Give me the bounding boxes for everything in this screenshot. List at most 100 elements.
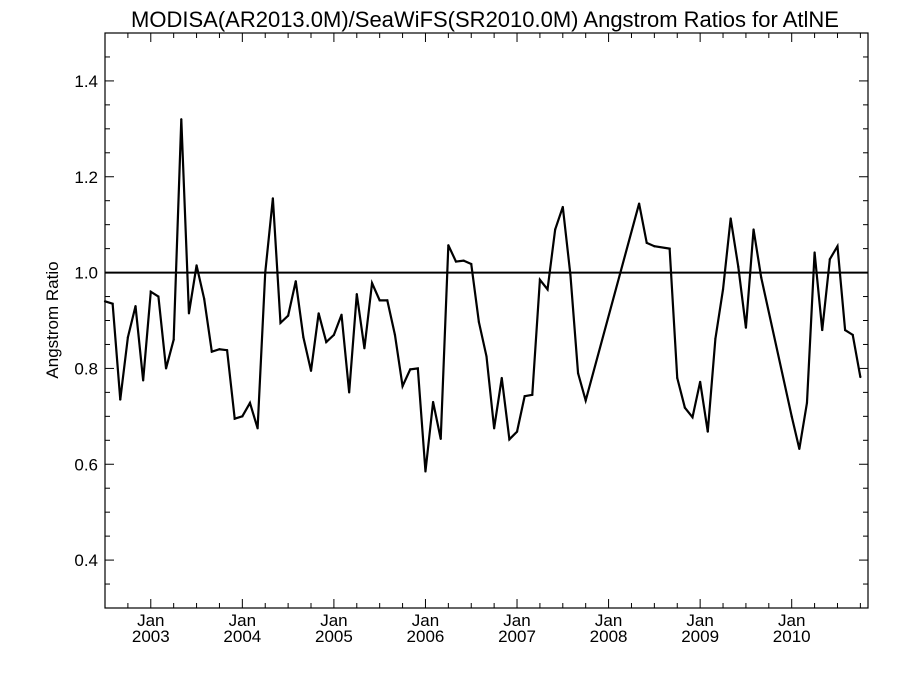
data-point: [699, 380, 702, 383]
data-point: [302, 336, 305, 339]
data-point: [195, 264, 198, 267]
data-point: [264, 271, 267, 274]
data-point: [370, 282, 374, 285]
x-tick-label-month: Jan: [137, 611, 164, 630]
y-tick-label: 1.0: [74, 264, 98, 283]
data-point: [531, 393, 534, 396]
data-point: [554, 228, 557, 231]
data-point: [668, 247, 671, 250]
data-point: [706, 430, 709, 433]
data-point: [576, 372, 580, 375]
data-point: [760, 276, 763, 279]
y-axis-label: Angstrom Ratio: [43, 261, 62, 378]
data-point: [721, 288, 725, 291]
data-point: [638, 202, 641, 205]
data-point: [569, 273, 572, 277]
axes: 0.40.60.81.01.21.4Jan2003Jan2004Jan2005J…: [74, 32, 868, 646]
y-tick-label: 0.8: [74, 359, 98, 378]
x-tick-label-year: 2008: [590, 627, 628, 646]
x-tick-label-year: 2007: [498, 627, 536, 646]
data-point: [210, 350, 213, 353]
x-tick-label-year: 2006: [407, 627, 445, 646]
data-point: [111, 302, 114, 305]
y-tick-label: 1.4: [74, 72, 98, 91]
x-tick-label-month: Jan: [778, 611, 805, 630]
data-point: [454, 260, 458, 263]
data-point: [256, 427, 259, 430]
data-point: [416, 367, 419, 370]
data-point: [149, 290, 152, 293]
data-point: [317, 312, 320, 315]
data-point: [180, 118, 183, 121]
data-point: [729, 217, 732, 220]
data-point: [805, 401, 809, 405]
data-point: [233, 417, 236, 420]
data-point: [386, 299, 389, 302]
data-point: [714, 337, 717, 340]
data-point: [500, 376, 503, 380]
data-point: [279, 321, 282, 324]
data-point: [203, 297, 206, 301]
data-point: [142, 379, 145, 382]
x-tick-label-year: 2010: [773, 627, 811, 646]
data-point: [645, 241, 648, 244]
data-point: [798, 447, 801, 451]
data-point: [844, 328, 847, 332]
x-tick-label-year: 2009: [681, 627, 719, 646]
data-point: [828, 258, 831, 261]
data-point: [401, 385, 404, 388]
data-point: [653, 245, 656, 248]
data-point: [676, 376, 679, 380]
data-point: [508, 438, 511, 441]
x-tick-label-year: 2005: [315, 627, 353, 646]
data-point: [157, 295, 160, 298]
data-point: [409, 368, 412, 371]
data-point: [470, 262, 473, 266]
data-point: [851, 333, 854, 336]
x-tick-label-month: Jan: [686, 611, 713, 630]
data-point: [584, 399, 587, 402]
data-point: [790, 415, 793, 418]
chart-title: MODISA(AR2013.0M)/SeaWiFS(SR2010.0M) Ang…: [131, 7, 839, 32]
plot-frame: [104, 32, 869, 609]
x-tick-label-month: Jan: [229, 611, 256, 630]
data-point: [859, 375, 862, 379]
data-point: [241, 415, 244, 418]
data-point: [424, 470, 427, 473]
data-point: [737, 265, 740, 268]
y-tick-label: 1.2: [74, 168, 98, 187]
data-point: [538, 278, 542, 281]
data-point: [523, 395, 526, 398]
data-point: [248, 401, 252, 405]
data-point: [126, 336, 129, 339]
series-line: [104, 119, 862, 472]
data-point: [340, 313, 343, 316]
data-point: [485, 355, 488, 358]
x-tick-label-month: Jan: [320, 611, 347, 630]
data-point: [683, 406, 686, 409]
data-point: [172, 338, 175, 341]
data-point: [561, 205, 564, 209]
data-point: [752, 228, 755, 231]
y-tick-label: 0.4: [74, 551, 98, 570]
data-point: [119, 398, 122, 401]
data-point: [363, 347, 366, 350]
data-point: [332, 333, 335, 336]
y-tick-label: 0.6: [74, 455, 98, 474]
data-point: [393, 333, 397, 336]
data-point: [187, 312, 191, 315]
data-point: [378, 299, 381, 302]
data-point: [439, 437, 442, 440]
x-tick-label-month: Jan: [503, 611, 530, 630]
data-point: [294, 280, 297, 283]
data-point: [134, 305, 137, 308]
x-tick-label-month: Jan: [595, 611, 622, 630]
x-tick-label-year: 2004: [223, 627, 261, 646]
data-point: [309, 369, 313, 372]
data-point: [325, 340, 328, 344]
data-point: [164, 367, 168, 370]
data-point: [218, 348, 221, 351]
data-point: [287, 314, 290, 317]
data-point: [813, 251, 816, 254]
